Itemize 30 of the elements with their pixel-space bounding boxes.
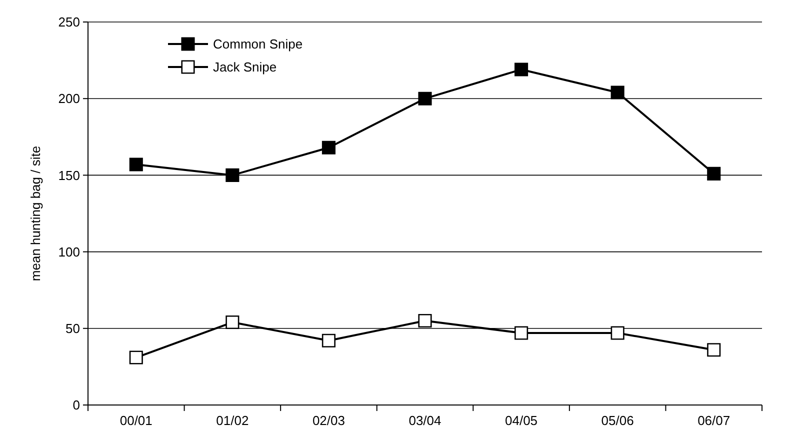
legend-label: Jack Snipe <box>213 60 277 75</box>
point <box>610 326 624 340</box>
point <box>129 350 143 364</box>
x-tick-label: 06/07 <box>698 413 730 428</box>
point <box>418 314 432 328</box>
point <box>610 86 624 100</box>
y-tick-label: 0 <box>72 398 80 413</box>
x-tick-label: 03/04 <box>408 413 442 428</box>
point <box>322 334 336 348</box>
x-tick-label: 05/06 <box>601 413 634 428</box>
x-tick-label: 02/03 <box>312 413 345 428</box>
legend-label: Common Snipe <box>213 36 303 52</box>
y-axis-title: mean hunting bag / site <box>28 146 43 282</box>
x-tick-label: 04/05 <box>505 413 538 428</box>
point <box>707 166 721 180</box>
point <box>129 158 143 172</box>
x-tick-label: 00/01 <box>120 413 152 428</box>
point <box>418 92 432 106</box>
y-tick-label: 100 <box>58 244 80 260</box>
point <box>707 343 721 357</box>
y-tick-label: 150 <box>58 168 80 183</box>
y-tick-label: 250 <box>58 14 80 30</box>
point <box>322 140 336 154</box>
point <box>226 168 240 182</box>
point <box>514 326 528 340</box>
point <box>226 316 240 330</box>
y-tick-label: 50 <box>66 320 80 336</box>
point <box>514 62 528 76</box>
y-tick-label: 200 <box>58 91 80 106</box>
x-tick-label: 01/02 <box>216 413 249 428</box>
